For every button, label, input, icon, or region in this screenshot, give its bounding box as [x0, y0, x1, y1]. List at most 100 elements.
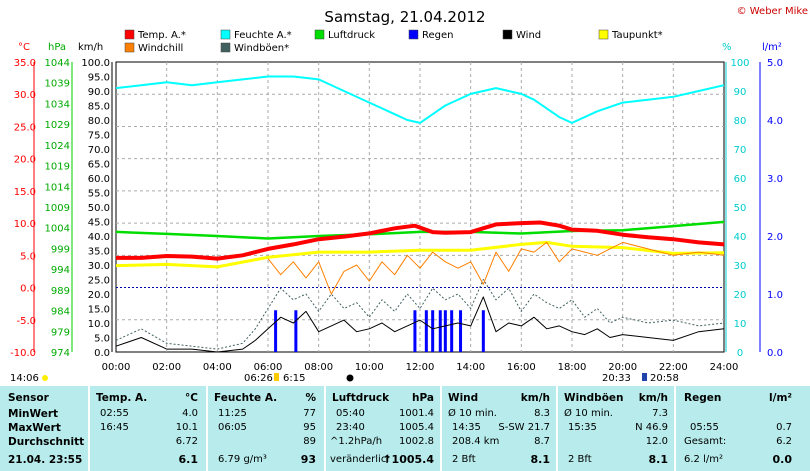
- regen-unit: l/m²: [769, 392, 792, 404]
- humid-tick-label: 80: [734, 116, 747, 127]
- wind-tick-label: 75.0: [88, 131, 110, 142]
- boeen-max-time: 15:35: [568, 422, 597, 433]
- x-tick-label: 12:00: [406, 362, 435, 373]
- boeen-avg-val: 7.3: [652, 408, 668, 419]
- boeen-avg-label: Ø 10 min.: [564, 408, 613, 419]
- rain-bar: [424, 310, 428, 352]
- press-tick-label: 984: [51, 307, 70, 318]
- legend-label: Temp. A.*: [137, 30, 186, 41]
- series-line-windb-en: [115, 279, 725, 350]
- press-tick-label: 1029: [45, 120, 70, 131]
- rain-bar: [481, 310, 485, 352]
- humid-tick-label: 70: [734, 145, 747, 156]
- series-line-wind: [115, 296, 725, 353]
- wind-tick-label: 60.0: [88, 174, 110, 185]
- x-tick-label: 24:00: [710, 362, 739, 373]
- rain-tick-label: 0.0: [767, 348, 783, 359]
- chart-legend: Temp. A.* Feuchte A.* Luftdruck Regen Wind Ta…: [124, 29, 663, 54]
- rain-tick-label: 2.0: [767, 232, 783, 243]
- boeen-column: Windböen km/h Ø 10 min. 7.3 15:35 N 46.9…: [558, 386, 676, 471]
- wind-avg-label: Ø 10 min.: [448, 408, 497, 419]
- temp-avg-val: 6.72: [175, 436, 198, 447]
- temp-tick-label: 15.0: [14, 187, 36, 198]
- druck-trend: ^1.2hPa/h: [330, 436, 383, 447]
- humid-tick-label: 60: [734, 174, 747, 185]
- press-tick-label: 1039: [45, 79, 70, 90]
- feuchte-column: Feuchte A. % 11:25 77 06:05 95 89 6.79 g…: [208, 386, 326, 471]
- sun-left-icon: [42, 375, 48, 381]
- x-tick-label: 16:00: [507, 362, 536, 373]
- wind-tick-label: 85.0: [88, 102, 110, 113]
- wind-tick-label: 80.0: [88, 116, 110, 127]
- rain-unit-label: l/m²: [762, 42, 782, 53]
- feuchte-unit: %: [305, 392, 316, 404]
- sensor-row-max: MaxWert: [8, 422, 61, 434]
- boeen-bft: 2 Bft: [568, 454, 592, 465]
- sun-left-label: 14:06: [10, 373, 39, 384]
- boeen-unit: km/h: [638, 392, 668, 404]
- legend-swatch: [408, 29, 419, 40]
- wind-tick-label: 0.0: [94, 348, 110, 359]
- boeen-max-val: N 46.9: [635, 422, 668, 433]
- druck-column: Luftdruck hPa 05:40 1001.4 23:40 1005.4 …: [326, 386, 442, 471]
- legend-label: Luftdruck: [328, 30, 375, 41]
- rain-bar: [443, 310, 447, 352]
- druck-now-val: ↑1005.4: [382, 453, 434, 466]
- series-line-luftdruck: [115, 220, 725, 240]
- copyright-label: © Weber Mike: [737, 6, 808, 17]
- wind-tick-label: 30.0: [88, 261, 110, 272]
- feuchte-abs: 6.79 g/m³: [218, 454, 267, 465]
- legend-swatch: [314, 29, 325, 40]
- press-tick-label: 989: [51, 286, 70, 297]
- druck-unit: hPa: [412, 392, 434, 404]
- humid-tick-label: 0: [737, 348, 743, 359]
- wind-tick-label: 25.0: [88, 276, 110, 287]
- wind-now-val: 8.1: [530, 453, 551, 466]
- boeen-now-val: 8.1: [648, 453, 669, 466]
- wind-max-time: 14:35: [452, 422, 481, 433]
- sunset2-label: 20:58: [650, 373, 679, 384]
- rain-bar: [438, 310, 442, 352]
- rain-bar: [459, 310, 463, 352]
- wind-tick-label: 70.0: [88, 145, 110, 156]
- axis-unit-labels: °C hPa km/h % l/m²: [18, 42, 782, 53]
- press-tick-label: 974: [51, 348, 70, 359]
- humid-tick-label: 40: [734, 232, 747, 243]
- regen-now-val: 0.0: [772, 453, 793, 466]
- wind-unit: km/h: [520, 392, 550, 404]
- sensor-row-now: 21.04. 23:55: [8, 454, 83, 466]
- temp-tick-label: 30.0: [14, 90, 36, 101]
- feuchte-now-val: 93: [300, 453, 316, 466]
- temp-tick-label: 0.0: [20, 284, 36, 295]
- rain-bar: [413, 310, 417, 352]
- series-line-taupunkt: [115, 240, 725, 269]
- humid-tick-label: 30: [734, 261, 747, 272]
- feuchte-min-val: 77: [303, 408, 316, 419]
- legend-label: Feuchte A.*: [234, 30, 292, 41]
- temp-head: Temp. A.: [96, 392, 148, 404]
- moon-icon: [346, 374, 354, 382]
- humid-tick-label: 90: [734, 87, 747, 98]
- feuchte-min-time: 11:25: [218, 408, 247, 419]
- time-marks: 14:06 06:26 6:15 20:33 20:58: [10, 373, 679, 384]
- legend-label: Regen: [422, 30, 454, 41]
- stats-table: Sensor MinWert MaxWert Durchschnitt 21.0…: [0, 386, 810, 471]
- wind-tick-label: 95.0: [88, 73, 110, 84]
- humid-tick-label: 20: [734, 290, 747, 301]
- x-tick-label: 18:00: [558, 362, 587, 373]
- wind-tick-label: 100.0: [81, 58, 110, 69]
- sensor-row-avg: Durchschnitt: [8, 436, 85, 448]
- regen-head: Regen: [684, 392, 722, 404]
- chart-grid: [115, 61, 725, 353]
- temp-tick-label: 20.0: [14, 155, 36, 166]
- humid-tick-label: 50: [734, 203, 747, 214]
- x-tick-label: 02:00: [152, 362, 181, 373]
- rain-tick-label: 4.0: [767, 116, 783, 127]
- temp-max-val: 10.1: [175, 422, 198, 433]
- rain-bar: [274, 310, 278, 352]
- legend-swatch: [502, 29, 513, 40]
- druck-min-val: 1001.4: [399, 408, 434, 419]
- regen-sum: 6.2 l/m²: [684, 454, 723, 465]
- rain-tick-label: 1.0: [767, 290, 783, 301]
- temp-tick-label: 35.0: [14, 58, 36, 69]
